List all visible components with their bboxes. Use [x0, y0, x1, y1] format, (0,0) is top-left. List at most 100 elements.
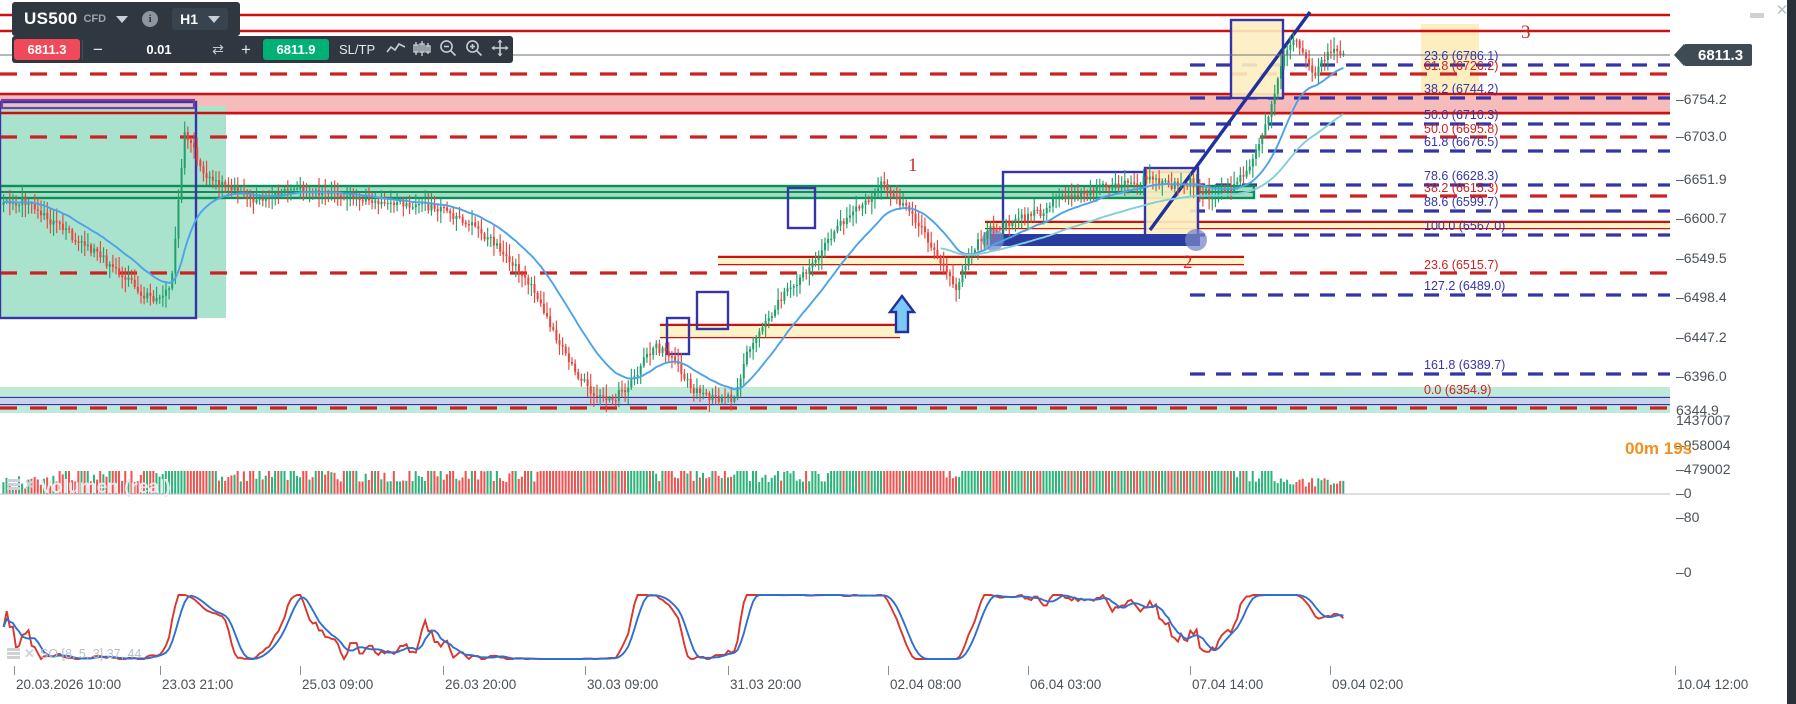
- fib-level-label: 38.2 (6615.3): [1424, 181, 1499, 195]
- time-axis[interactable]: 20.03.2026 10:00 23.03 21:00 25.03 09:00 26…: [0, 663, 1796, 704]
- time-axis-tick-label: 23.03 21:00: [162, 677, 234, 692]
- time-axis-tick-label: 02.04 08:00: [890, 677, 962, 692]
- sell-button[interactable]: 6811.3: [14, 39, 80, 60]
- info-icon[interactable]: i: [142, 11, 159, 27]
- close-icon[interactable]: ✕: [1775, 2, 1789, 19]
- time-axis-tick-label: 07.04 14:00: [1192, 677, 1264, 692]
- fib-levels-blue: [1190, 63, 1670, 376]
- instrument-kind-label: CFD: [83, 13, 107, 25]
- bar-countdown: 00m 19s: [1625, 439, 1693, 458]
- price-axis-tick-label: –6396.0: [1676, 368, 1727, 384]
- price-axis-tick-label: 6344.9: [1676, 402, 1719, 418]
- oscillator-axis-tick-label: –0: [1676, 564, 1692, 580]
- fib-level-label: 50.0 (6710.3): [1424, 108, 1499, 122]
- right-rail: [1787, 0, 1796, 704]
- time-axis-tick-label: 25.03 09:00: [302, 677, 374, 692]
- chevron-down-icon[interactable]: [116, 15, 129, 23]
- order-bands: [660, 223, 1670, 337]
- line-chart-icon[interactable]: [383, 42, 409, 58]
- time-axis-tick-label: 09.04 02:00: [1332, 677, 1404, 692]
- symbol-label: US500: [24, 9, 78, 28]
- volume-indicator-label: Volumen (real): [40, 477, 171, 498]
- chart-annotation-number: 1: [908, 155, 918, 176]
- fib-level-label: 61.8 (6676.5): [1424, 135, 1499, 149]
- minimize-icon[interactable]: [1750, 13, 1764, 18]
- chevron-down-icon[interactable]: [208, 15, 220, 23]
- price-axis[interactable]: 6811.3 –6754.2 –6703.0 –6651.9 –6600.7 –6549.…: [1670, 0, 1787, 663]
- candlestick-icon[interactable]: [409, 40, 435, 59]
- remove-indicator-icon[interactable]: ✕: [24, 477, 35, 492]
- resistance-lines: [0, 13, 1670, 339]
- time-axis-tick-label: 20.03.2026 10:00: [16, 677, 122, 692]
- window-controls: ✕: [1750, 2, 1790, 20]
- buy-arrow-marker: [887, 294, 917, 334]
- chart-annotation-number: 2: [1183, 252, 1193, 273]
- hide-indicator-icon[interactable]: [7, 648, 20, 659]
- time-axis-tick: [1190, 666, 1191, 675]
- remove-indicator-icon[interactable]: ✕: [24, 646, 35, 661]
- time-axis-tick: [443, 666, 444, 675]
- trade-toolbar: 6811.3 − 0.01 ⇄ + 6811.9 SL/TP: [12, 36, 514, 63]
- time-axis-tick: [1330, 666, 1331, 675]
- lower-support: [0, 396, 1670, 406]
- buy-button[interactable]: 6811.9: [263, 39, 329, 60]
- ema-secondary-line: [940, 113, 1344, 256]
- volume-decrease-button[interactable]: −: [93, 39, 103, 59]
- time-axis-tick: [1028, 666, 1029, 675]
- purple-marker: [0, 98, 196, 110]
- time-axis-tick: [1675, 666, 1676, 675]
- time-axis-tick-label: 26.03 20:00: [445, 677, 517, 692]
- volume-input[interactable]: 0.01: [146, 42, 172, 57]
- oscillator-indicator-label: SO [8, 5, 3] 37, 44: [40, 647, 142, 661]
- time-axis-tick: [728, 666, 729, 675]
- volume-increase-button[interactable]: +: [241, 39, 251, 59]
- timeframe-label: H1: [180, 11, 198, 27]
- price-axis-tick-label: –6703.0: [1676, 128, 1727, 144]
- time-axis-tick: [14, 666, 15, 675]
- fib-level-label: 38.2 (6744.2): [1424, 82, 1499, 96]
- stochastic-d-line: [2, 594, 1344, 660]
- fib-levels-red: [0, 72, 1670, 410]
- time-axis-tick-label: 30.03 09:00: [587, 677, 659, 692]
- ema-line: [3, 67, 1344, 391]
- swap-icon[interactable]: ⇄: [212, 41, 224, 57]
- fib-level-label: 127.2 (6489.0): [1424, 279, 1506, 293]
- fib-level-label: 61.8 (6726.2): [1424, 59, 1499, 73]
- fib-level-label: 100.0 (6567.0): [1424, 219, 1506, 233]
- fib-level-label: 23.6 (6515.7): [1424, 258, 1499, 272]
- price-axis-tick-label: –6447.2: [1676, 329, 1727, 345]
- divider: [82, 40, 83, 59]
- oscillator-indicator-controls[interactable]: ✕: [7, 646, 35, 661]
- crosshair-move-icon[interactable]: [487, 39, 513, 60]
- fib-level-label: 78.6 (6628.3): [1424, 169, 1499, 183]
- current-price-tag: 6811.3: [1673, 44, 1753, 66]
- support-band: [0, 184, 1256, 200]
- trendlines: [1148, 10, 1312, 232]
- sltp-button[interactable]: SL/TP: [339, 42, 376, 57]
- zoom-out-icon[interactable]: [435, 39, 461, 60]
- volume-axis-tick-label: –958004: [1676, 437, 1731, 453]
- time-axis-tick-label: 31.03 20:00: [730, 677, 802, 692]
- price-axis-tick-label: –6498.4: [1676, 289, 1727, 305]
- fib-level-label: 23.6 (6786.1): [1424, 49, 1499, 63]
- time-axis-tick-label: 06.04 03:00: [1030, 677, 1102, 692]
- price-axis-tick-label: –6600.7: [1676, 210, 1727, 226]
- fib-level-label: 0.0 (6354.9): [1424, 383, 1492, 397]
- volume-series: [2, 471, 1345, 494]
- fib-level-label: 88.6 (6599.7): [1424, 195, 1499, 209]
- time-axis-tick: [300, 666, 301, 675]
- price-zones: [0, 24, 1670, 413]
- time-axis-tick-label: 10.04 12:00: [1677, 677, 1749, 692]
- time-axis-tick: [160, 666, 161, 675]
- zoom-in-icon[interactable]: [461, 39, 487, 60]
- timeframe-selector[interactable]: H1: [172, 8, 228, 30]
- hide-indicator-icon[interactable]: [7, 479, 20, 490]
- time-axis-tick: [888, 666, 889, 675]
- price-axis-tick-label: –6651.9: [1676, 171, 1727, 187]
- instrument-panel: US500 CFD i H1: [12, 2, 240, 36]
- time-axis-tick: [585, 666, 586, 675]
- price-axis-tick-label: –6754.2: [1676, 91, 1727, 107]
- volume-indicator-controls[interactable]: ✕: [7, 477, 35, 492]
